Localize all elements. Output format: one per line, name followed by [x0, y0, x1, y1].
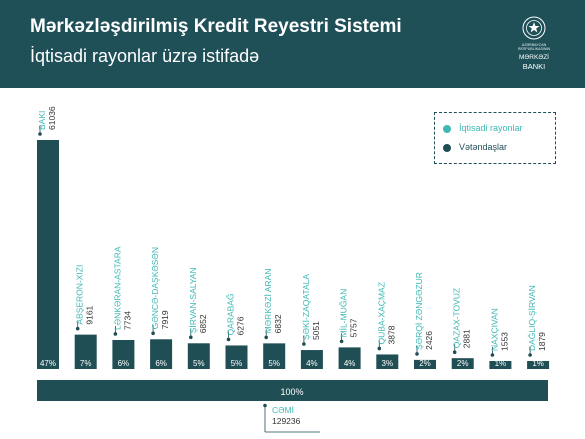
bar-9	[376, 354, 399, 369]
header: Mərkəzləşdirilmiş Kredit Reyestri Sistem…	[0, 0, 585, 88]
bar-percent-2: 6%	[118, 359, 130, 368]
total-label: CƏMİ	[272, 405, 294, 415]
logo-line-3: MƏRKƏZİ	[518, 54, 549, 61]
bar-percent-3: 6%	[155, 359, 167, 368]
bar-10	[414, 359, 436, 369]
value-label-0: 61036	[47, 106, 57, 130]
bar-12	[489, 361, 512, 369]
bar-1	[74, 334, 97, 369]
emblem-icon	[522, 16, 546, 40]
logo-line-4: BANKI	[522, 62, 546, 71]
bar-percent-12: 1%	[495, 359, 507, 368]
category-label-10: ŞƏRQİ ZƏNGƏZUR	[414, 272, 424, 350]
bar-marker-7	[302, 342, 306, 346]
bar-3	[150, 339, 173, 369]
bar-4	[187, 343, 210, 369]
value-label-7: 5051	[311, 321, 321, 340]
value-label-2: 7734	[122, 311, 132, 330]
bar-percent-1: 7%	[80, 359, 92, 368]
category-label-3: GƏNCƏ-DAŞKƏSƏN	[150, 247, 160, 329]
bar-percent-5: 5%	[231, 359, 243, 368]
category-label-12: NAXÇIVAN	[489, 308, 499, 351]
page-subtitle: İqtisadi rayonlar üzrə istifadə	[30, 46, 260, 66]
value-label-13: 1879	[537, 332, 547, 351]
legend: İqtisadi rayonlar Vətəndaşlar	[434, 112, 556, 164]
bar-percent-6: 5%	[268, 359, 280, 368]
category-label-11: QAZAX-TOVUZ	[452, 288, 462, 348]
bar-percent-4: 5%	[193, 359, 205, 368]
category-label-2: LƏNKƏRAN-ASTARA	[112, 246, 122, 330]
bar-percent-7: 4%	[306, 359, 318, 368]
bar-marker-11	[452, 350, 457, 354]
total-percent: 100%	[280, 387, 303, 397]
value-label-3: 7919	[160, 310, 170, 329]
bar-marker-2	[113, 332, 118, 336]
bar-11	[451, 358, 474, 369]
bar-percent-10: 2%	[419, 359, 431, 368]
value-label-9: 3878	[386, 325, 396, 344]
bar-6	[263, 343, 286, 369]
value-label-1: 9161	[85, 305, 95, 324]
value-label-8: 5757	[349, 318, 359, 337]
total-bar	[37, 380, 548, 401]
legend-swatch-citizens	[443, 144, 451, 152]
bar-7	[300, 350, 323, 369]
bar-13	[527, 361, 550, 369]
legend-label-citizens: Vətəndaşlar	[459, 142, 508, 152]
category-label-1: ABŞERON-XIZI	[75, 265, 85, 325]
legend-swatch-regions	[443, 125, 451, 133]
value-label-10: 2426	[424, 331, 434, 350]
value-label-5: 6276	[236, 316, 246, 335]
value-label-4: 6852	[198, 314, 208, 333]
category-label-6: MƏRKƏZİ ARAN	[263, 269, 273, 334]
total-value: 129236	[272, 416, 301, 426]
bar-8	[338, 347, 361, 369]
logo-line-2: RESPUBLİKASININ	[517, 47, 551, 51]
bar-5	[225, 345, 248, 369]
category-label-9: QUBA-XAÇMAZ	[376, 282, 386, 344]
bar-marker-4	[189, 335, 193, 340]
value-label-12: 1553	[499, 332, 509, 351]
bar-percent-13: 1%	[532, 359, 544, 368]
bar-percent-8: 4%	[344, 359, 356, 368]
bar-0	[37, 140, 59, 369]
bar-marker-10	[415, 352, 419, 356]
central-bank-logo: AZƏRBAYCAN RESPUBLİKASININ MƏRKƏZİ BANKI	[512, 14, 556, 78]
category-label-5: QARABAĞ	[226, 293, 236, 335]
value-label-11: 2881	[462, 329, 472, 348]
category-label-7: ŞƏKİ-ZAQATALA	[301, 274, 311, 340]
category-label-4: ŞİRVAN-SALYAN	[188, 267, 198, 333]
logo-line-1: AZƏRBAYCAN	[521, 43, 547, 47]
bar-percent-11: 2%	[457, 359, 469, 368]
bar-percent-0: 47%	[40, 359, 56, 368]
bar-2	[112, 339, 135, 369]
page-title: Mərkəzləşdirilmiş Kredit Reyestri Sistem…	[30, 16, 402, 37]
category-label-8: MİL-MUĞAN	[339, 289, 349, 338]
legend-label-regions: İqtisadi rayonlar	[459, 123, 523, 133]
bar-percent-9: 3%	[382, 359, 394, 368]
value-label-6: 6832	[273, 314, 283, 333]
bar-marker-1	[75, 326, 80, 331]
category-label-13: DAĞLIQ-ŞİRVAN	[527, 285, 537, 351]
category-label-0: BAKI	[37, 111, 47, 130]
